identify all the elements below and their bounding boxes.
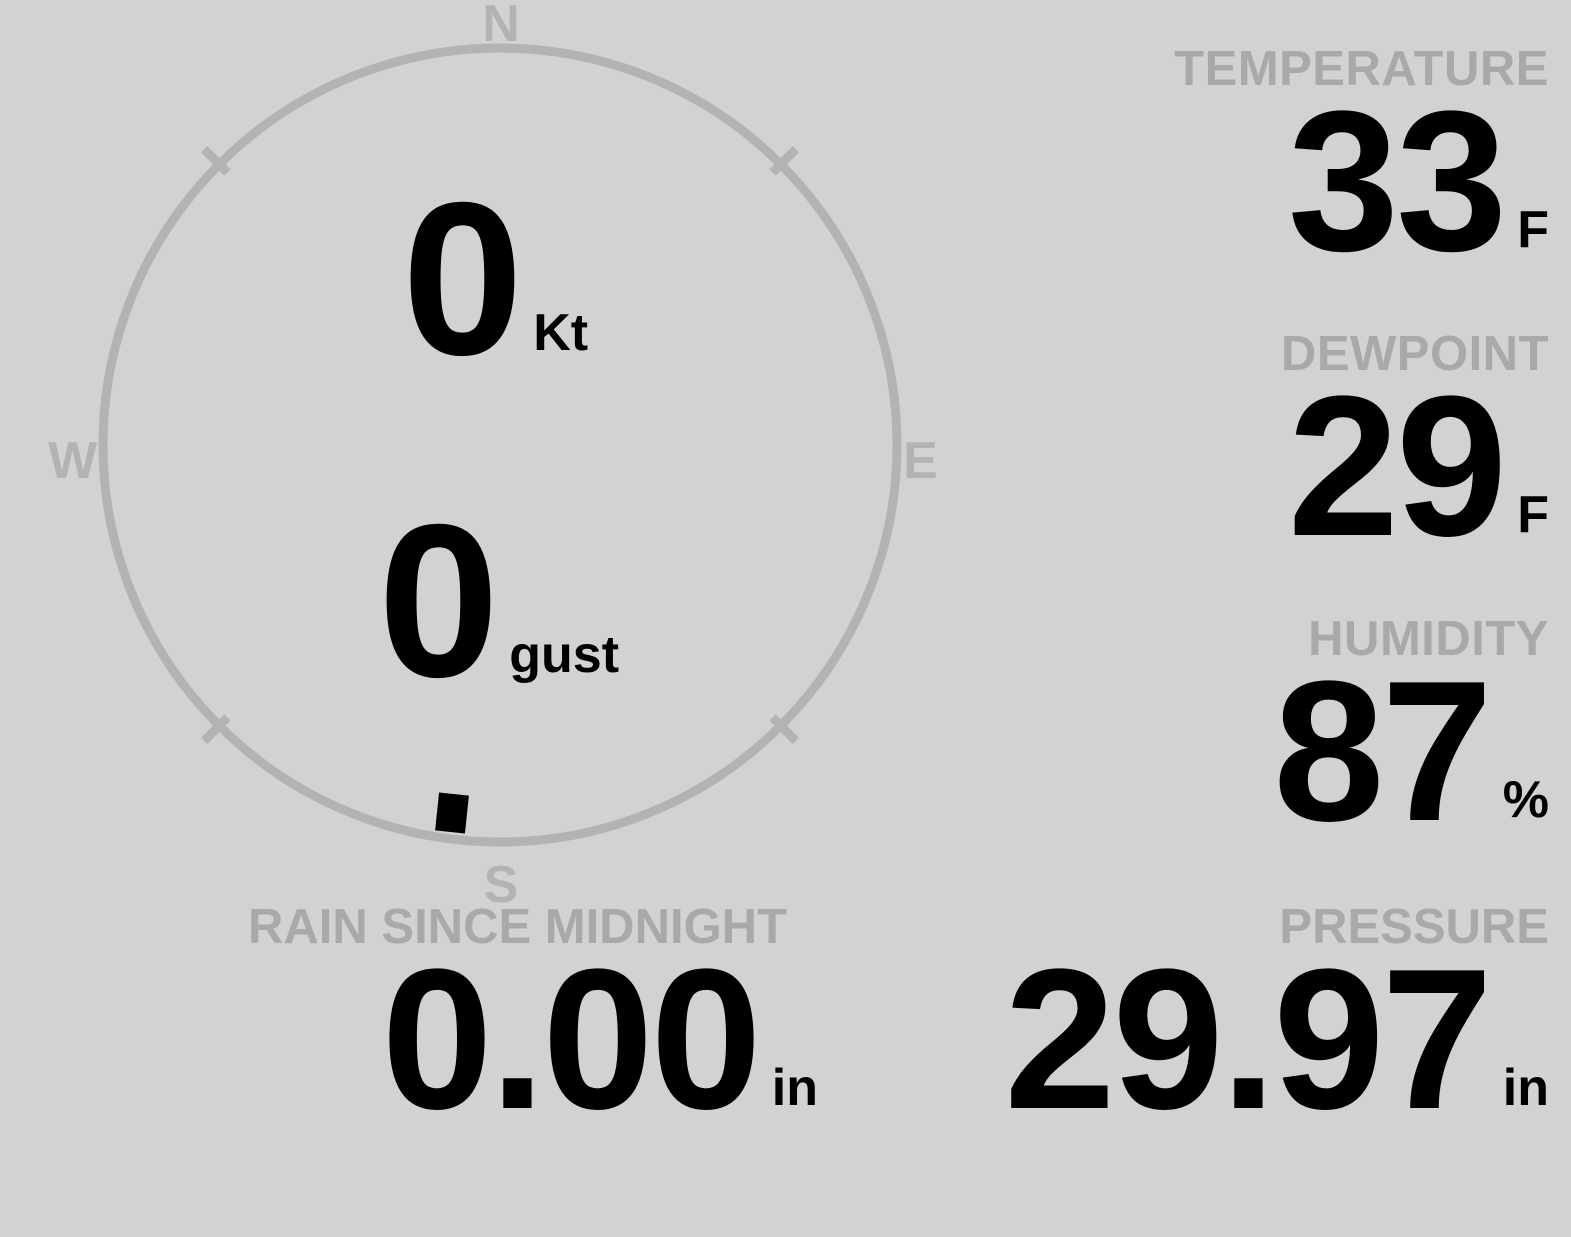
wind-speed-unit: Kt (533, 304, 589, 362)
rain-value-row: 0.00 in (248, 928, 818, 1151)
metric-temperature: TEMPERATURE 33 F (849, 42, 1549, 293)
temperature-value-row: 33 F (849, 70, 1549, 293)
compass-label-north: N (482, 0, 520, 53)
wind-speed-readout: 0 Kt (402, 158, 589, 401)
compass-ring-graphic (98, 43, 902, 847)
wind-gust-value: 0 (378, 480, 499, 723)
compass-label-west: W (48, 432, 98, 490)
humidity-label: HUMIDITY (1308, 612, 1549, 666)
wind-gust-unit: gust (509, 626, 620, 684)
compass-ring-circle (98, 43, 902, 847)
rain-unit: in (771, 1059, 818, 1117)
dewpoint-label: DEWPOINT (1280, 327, 1549, 381)
compass-tick-sw (201, 714, 231, 744)
compass-tick-marks (201, 146, 799, 744)
temperature-unit: F (1517, 201, 1549, 259)
temperature-value: 33 (1287, 70, 1507, 293)
dewpoint-value-row: 29 F (849, 355, 1549, 578)
wind-direction-marker (435, 792, 469, 834)
wind-gust-readout: 0 gust (378, 480, 620, 723)
humidity-value-row: 87 % (849, 640, 1549, 863)
compass-label-east: E (903, 432, 938, 490)
wind-compass-dial: N E S W 0 Kt 0 gust (0, 0, 1000, 911)
compass-tick-nw (201, 146, 231, 176)
dewpoint-value: 29 (1287, 355, 1507, 578)
temperature-label: TEMPERATURE (1174, 42, 1549, 96)
compass-tick-se (769, 714, 799, 744)
pressure-value-row: 29.97 in (869, 928, 1549, 1151)
humidity-unit: % (1502, 771, 1549, 829)
metric-pressure: PRESSURE 29.97 in (869, 900, 1549, 1151)
compass-tick-ne (769, 146, 799, 176)
pressure-value: 29.97 (1004, 928, 1492, 1151)
metric-dewpoint: DEWPOINT 29 F (849, 327, 1549, 578)
pressure-label: PRESSURE (1279, 900, 1549, 954)
dewpoint-unit: F (1517, 486, 1549, 544)
metric-humidity: HUMIDITY 87 % (849, 612, 1549, 863)
rain-value: 0.00 (381, 928, 762, 1151)
wind-speed-value: 0 (402, 158, 523, 401)
compass-label-south: S (483, 856, 519, 914)
metric-rain-since-midnight: RAIN SINCE MIDNIGHT 0.00 in (248, 900, 818, 1151)
pressure-unit: in (1502, 1059, 1549, 1117)
rain-label: RAIN SINCE MIDNIGHT (248, 900, 787, 954)
humidity-value: 87 (1273, 640, 1492, 863)
